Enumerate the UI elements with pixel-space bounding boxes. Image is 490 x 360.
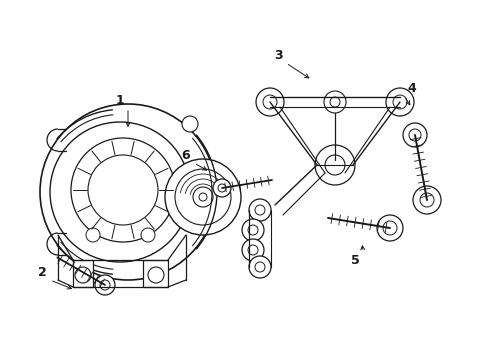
Text: 3: 3 [274,49,282,62]
Circle shape [393,95,407,109]
Circle shape [248,245,258,255]
Circle shape [175,169,231,225]
Text: 4: 4 [408,81,416,95]
Circle shape [95,275,115,295]
Text: 1: 1 [116,94,124,107]
Circle shape [249,199,271,221]
Circle shape [255,262,265,272]
Circle shape [330,97,340,107]
Circle shape [325,155,345,175]
Circle shape [199,193,207,201]
Circle shape [213,179,231,197]
Circle shape [249,256,271,278]
Circle shape [377,215,403,241]
Text: 6: 6 [182,149,190,162]
Circle shape [75,267,91,283]
Circle shape [40,104,216,280]
Circle shape [88,155,158,225]
Circle shape [86,228,100,242]
Text: 5: 5 [351,253,359,266]
Circle shape [386,88,414,116]
Circle shape [148,267,164,283]
Circle shape [242,219,264,241]
Circle shape [141,228,155,242]
Circle shape [100,280,110,290]
Polygon shape [73,260,93,287]
Circle shape [255,205,265,215]
Circle shape [182,116,198,132]
Circle shape [324,91,346,113]
Circle shape [420,193,434,207]
Circle shape [409,129,421,141]
Text: 2: 2 [38,266,47,279]
Circle shape [248,225,258,235]
Circle shape [193,187,213,207]
Circle shape [263,95,277,109]
Circle shape [403,123,427,147]
Circle shape [242,239,264,261]
Circle shape [383,221,397,235]
Circle shape [315,145,355,185]
Circle shape [256,88,284,116]
Polygon shape [143,260,168,287]
Circle shape [218,184,226,192]
Circle shape [50,122,190,262]
Circle shape [165,159,241,235]
Circle shape [71,138,175,242]
Circle shape [413,186,441,214]
